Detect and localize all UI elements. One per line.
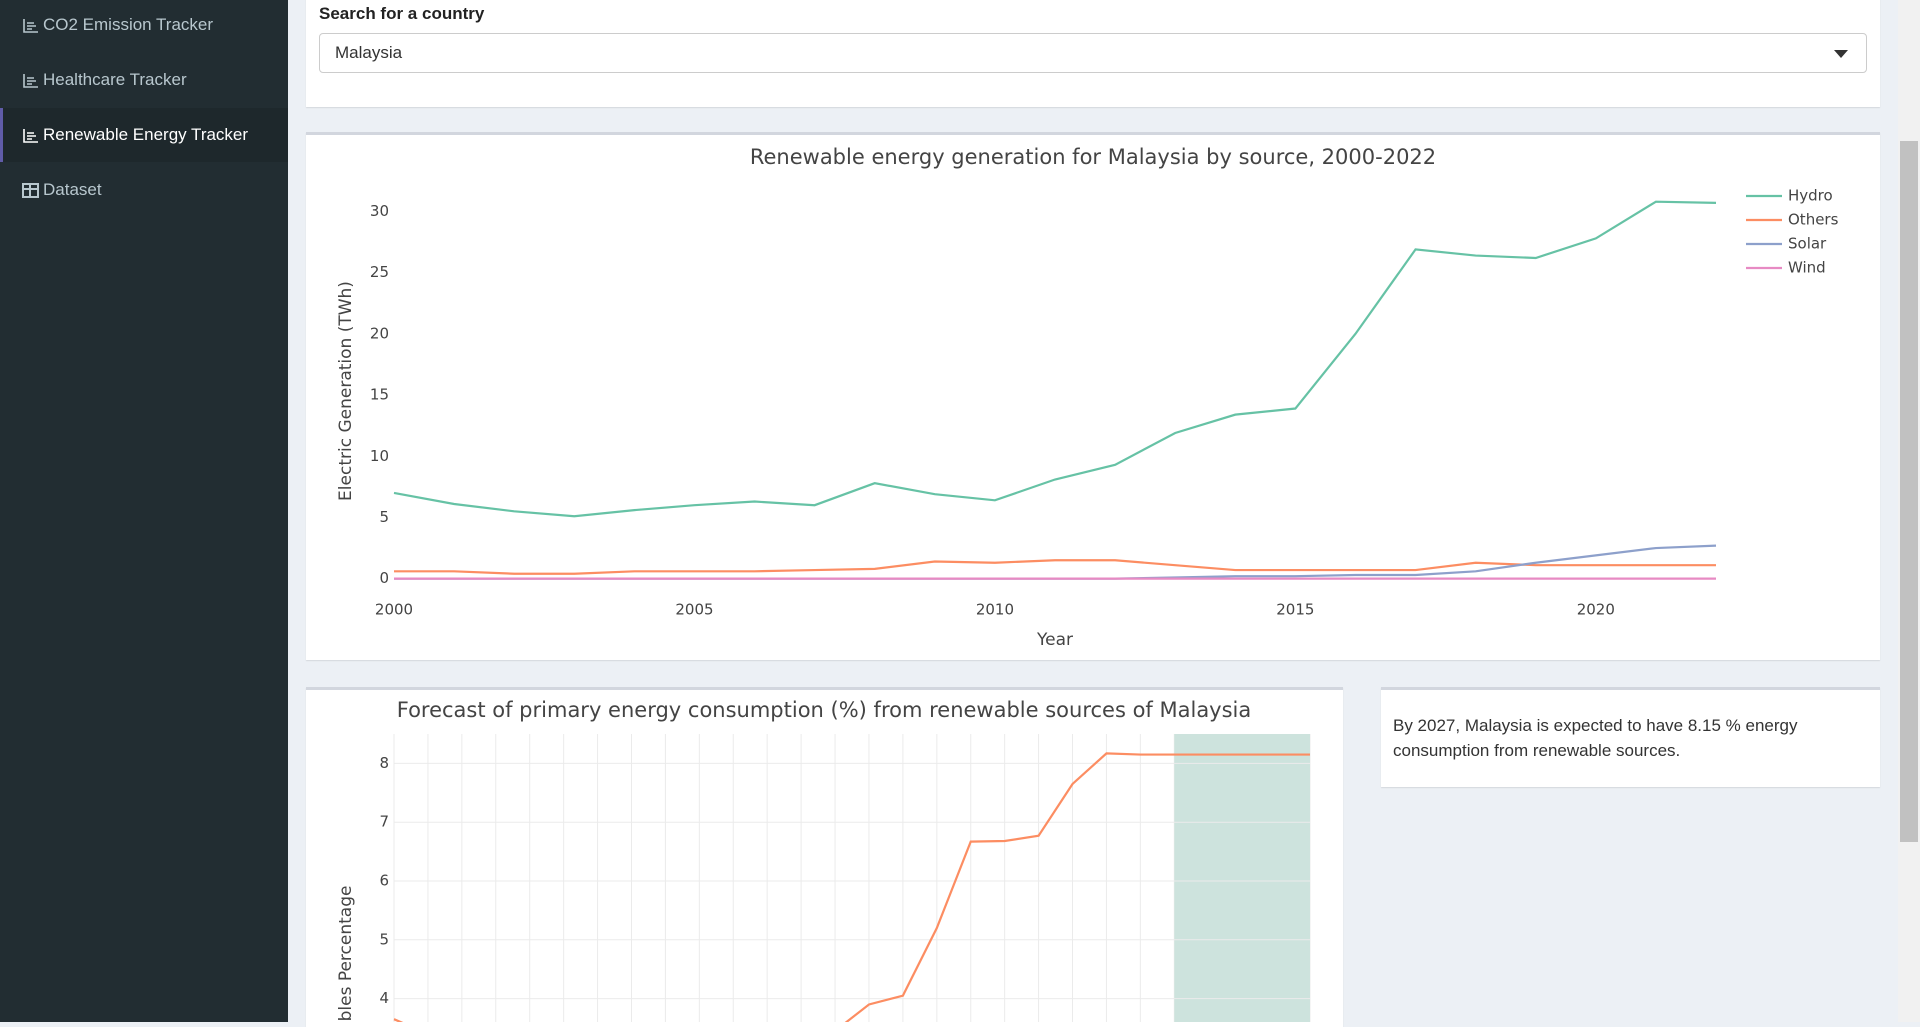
- y-tick-label: 25: [370, 263, 389, 281]
- y-axis-label: Electric Generation (TWh): [336, 281, 356, 501]
- y-tick-label: 8: [379, 754, 389, 772]
- search-label: Search for a country: [319, 4, 485, 23]
- x-axis-label: Year: [1036, 630, 1073, 650]
- y-tick-label: 7: [379, 813, 389, 831]
- chart-title: Renewable energy generation for Malaysia…: [750, 145, 1436, 169]
- chart-title: Forecast of primary energy consumption (…: [397, 698, 1252, 722]
- y-tick-label: 30: [370, 202, 389, 220]
- y-tick-label: 5: [379, 930, 389, 948]
- note-panel: [1381, 687, 1880, 787]
- nav-item[interactable]: Renewable Energy Tracker: [0, 108, 288, 162]
- chart: Forecast of primary energy consumption (…: [336, 698, 1311, 1022]
- nav-item[interactable]: Healthcare Tracker: [0, 53, 288, 107]
- legend-label: Hydro: [1788, 187, 1833, 205]
- nav-icon: [23, 73, 38, 88]
- series-line: [393, 200, 1717, 518]
- nav-item[interactable]: CO2 Emission Tracker: [0, 0, 288, 52]
- y-tick-label: 10: [370, 447, 389, 465]
- chart-panel: Renewable energy generation for Malaysia…: [306, 132, 1880, 660]
- nav-icon: [22, 182, 39, 198]
- nav-icon: [23, 128, 38, 143]
- series-line: [394, 559, 1716, 575]
- legend-label: Wind: [1788, 259, 1826, 277]
- nav-label: Healthcare Tracker: [43, 70, 187, 89]
- plot-background: [394, 734, 1310, 1022]
- y-tick-label: 0: [379, 569, 389, 587]
- legend-label: Others: [1788, 211, 1839, 229]
- nav-label: Dataset: [43, 180, 102, 199]
- chart: Renewable energy generation for Malaysia…: [336, 145, 1839, 650]
- country-select[interactable]: Malaysia: [319, 33, 1867, 73]
- forecast-note: By 2027, Malaysia is expected to have 8.…: [1393, 716, 1798, 760]
- nav-item[interactable]: Dataset: [0, 163, 288, 217]
- x-tick-label: 2015: [1276, 601, 1314, 619]
- select-value: Malaysia: [335, 43, 403, 62]
- dropdown-arrow: [1834, 50, 1848, 58]
- chart-panel: Forecast of primary energy consumption (…: [306, 687, 1343, 1027]
- sidebar: CO2 Emission Tracker Healthcare Tracker Re…: [0, 0, 288, 1022]
- x-tick-label: 2000: [375, 601, 413, 619]
- y-tick-label: 4: [379, 989, 389, 1007]
- series-line: [393, 752, 1310, 1022]
- y-axis-label: Renewables Percentage: [336, 886, 356, 1022]
- x-tick-label: 2020: [1577, 601, 1615, 619]
- scrollbar-thumb[interactable]: [1900, 141, 1918, 842]
- x-tick-label: 2010: [976, 601, 1014, 619]
- legend-label: Solar: [1788, 235, 1827, 253]
- x-tick-label: 2005: [675, 601, 713, 619]
- y-tick-label: 5: [379, 508, 389, 526]
- nav-icon: [23, 18, 38, 33]
- y-tick-label: 6: [379, 872, 389, 890]
- forecast-shade: [1174, 734, 1310, 1022]
- nav-label: CO2 Emission Tracker: [43, 15, 214, 34]
- nav-label: Renewable Energy Tracker: [43, 125, 249, 144]
- y-tick-label: 20: [370, 324, 389, 342]
- y-tick-label: 15: [370, 386, 389, 404]
